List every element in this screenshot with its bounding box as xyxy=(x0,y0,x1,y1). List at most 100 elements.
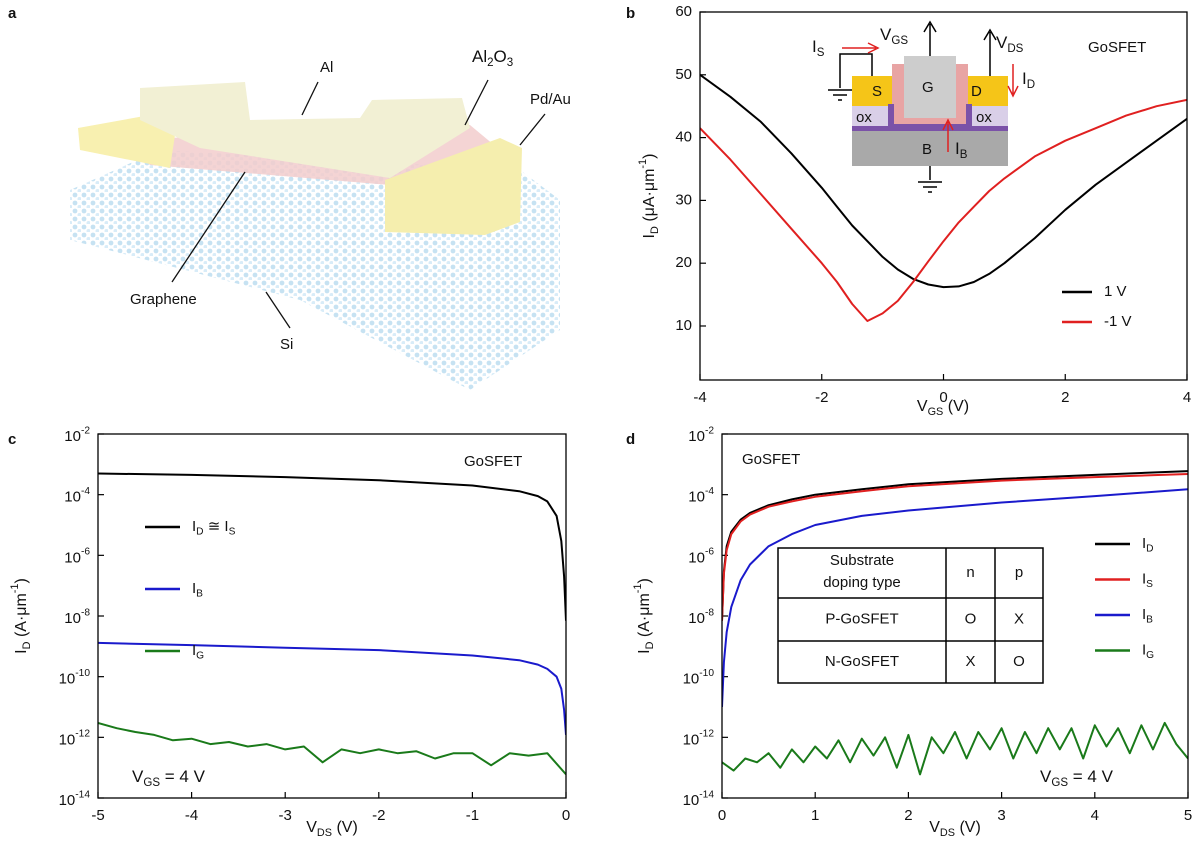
oxide xyxy=(852,106,888,128)
table-cell: O xyxy=(965,610,977,627)
text-part: 10 xyxy=(683,731,700,748)
x-axis-label: VDS (V) xyxy=(929,819,981,838)
leader-line xyxy=(265,291,291,329)
text-part: I xyxy=(1142,570,1146,587)
substrate xyxy=(852,128,1008,166)
y-axis-label: ID (μA·μm-1) xyxy=(637,154,661,239)
x-tick-label: 2 xyxy=(904,807,912,824)
inset-label: ox xyxy=(856,109,872,126)
y-tick-label: 10-8 xyxy=(688,607,714,627)
text-part: I xyxy=(1142,641,1146,658)
table-cell: P-GoSFET xyxy=(825,610,898,627)
legend-label: ID ≅ IS xyxy=(192,518,236,537)
y-tick-label: 40 xyxy=(675,129,692,146)
text-part: -4 xyxy=(81,486,90,497)
y-tick-label: 10-10 xyxy=(683,668,715,688)
text-part: V xyxy=(880,25,892,44)
y-tick-label: 10-14 xyxy=(59,789,91,809)
text-part: -14 xyxy=(75,789,90,800)
text-part: 10 xyxy=(64,610,81,627)
table-header: p xyxy=(1015,564,1023,581)
x-axis-label: VGS (V) xyxy=(917,398,969,417)
leader-line xyxy=(171,171,246,283)
text-part: (V) xyxy=(955,819,981,836)
inset-label: VDS xyxy=(996,33,1024,55)
oxide xyxy=(972,106,1008,128)
text-part: (μA·μm xyxy=(641,169,658,227)
text-part: (V) xyxy=(943,398,969,415)
legend-label: -1 V xyxy=(1104,313,1132,330)
x-tick-label: 3 xyxy=(997,807,1005,824)
y-tick-label: 10-12 xyxy=(59,728,91,748)
y-tick-label: 10-4 xyxy=(688,486,714,506)
table-cell: O xyxy=(1013,653,1025,670)
y-tick-label: 10-10 xyxy=(59,668,91,688)
table-cell: X xyxy=(965,653,975,670)
text-part: ) xyxy=(641,154,658,159)
text-part: DS xyxy=(317,827,332,839)
annotation: VGS = 4 V xyxy=(1040,767,1114,789)
text-part: ) xyxy=(636,578,653,583)
text-part: -10 xyxy=(699,668,714,679)
text-part: Al xyxy=(472,47,487,66)
diagram-label: Al2O3 xyxy=(472,47,513,69)
text-part: I xyxy=(641,234,658,238)
x-tick-label: 5 xyxy=(1184,807,1192,824)
text-part: -8 xyxy=(705,607,714,618)
table-header: n xyxy=(966,564,974,581)
x-tick-label: 0 xyxy=(562,807,570,824)
y-tick-label: 10-8 xyxy=(64,607,90,627)
series-line xyxy=(700,98,1187,322)
y-tick-label: 50 xyxy=(675,66,692,83)
text-part: G xyxy=(1146,650,1154,661)
text-part: I xyxy=(812,37,817,56)
text-part: (A·μm xyxy=(13,593,30,641)
series-line xyxy=(98,472,566,621)
text-part: I xyxy=(636,649,653,653)
table-cell: N-GoSFET xyxy=(825,653,899,670)
inset-label: G xyxy=(922,79,934,96)
text-part: -2 xyxy=(705,425,714,436)
leader-line xyxy=(519,113,546,146)
series-line xyxy=(722,721,1188,776)
y-tick-label: 10-6 xyxy=(64,546,90,566)
series-line xyxy=(700,73,1187,289)
y-tick-label: 60 xyxy=(675,3,692,20)
annotation: VGS = 4 V xyxy=(132,767,206,789)
text-part: 10 xyxy=(59,731,76,748)
legend-label: IG xyxy=(1142,641,1154,660)
legend-label: IB xyxy=(1142,606,1153,625)
y-tick-label: 30 xyxy=(675,191,692,208)
channel xyxy=(852,104,1008,131)
text-part: (A·μm xyxy=(636,593,653,641)
text-part: = 4 V xyxy=(1068,767,1114,786)
inset-label: IB xyxy=(955,139,968,161)
diagram-label: Si xyxy=(280,336,293,353)
text-part: I xyxy=(1022,69,1027,88)
text-part: -1 xyxy=(9,584,21,594)
series-line xyxy=(722,473,1188,621)
x-tick-label: 1 xyxy=(811,807,819,824)
text-part: -2 xyxy=(81,425,90,436)
text-part: -1 xyxy=(637,159,649,169)
text-part: 3 xyxy=(507,57,513,69)
table-cell: X xyxy=(1014,610,1024,627)
text-part: -6 xyxy=(81,546,90,557)
text-part: S xyxy=(1146,579,1153,590)
arrow xyxy=(983,28,997,76)
text-part: GS xyxy=(928,406,944,418)
text-part: -14 xyxy=(699,789,714,800)
panel-label: a xyxy=(8,5,17,22)
text-part: -4 xyxy=(705,486,714,497)
source xyxy=(852,76,892,106)
text-part: I xyxy=(1142,606,1146,623)
annotation: GoSFET xyxy=(1088,39,1146,56)
arrow xyxy=(942,118,954,152)
text-part: 2 xyxy=(487,57,493,69)
legend-label: IB xyxy=(192,580,203,599)
drain xyxy=(968,76,1008,106)
x-axis-label: VDS (V) xyxy=(306,819,358,838)
text-part: B xyxy=(196,588,203,599)
panel-label: c xyxy=(8,431,16,448)
